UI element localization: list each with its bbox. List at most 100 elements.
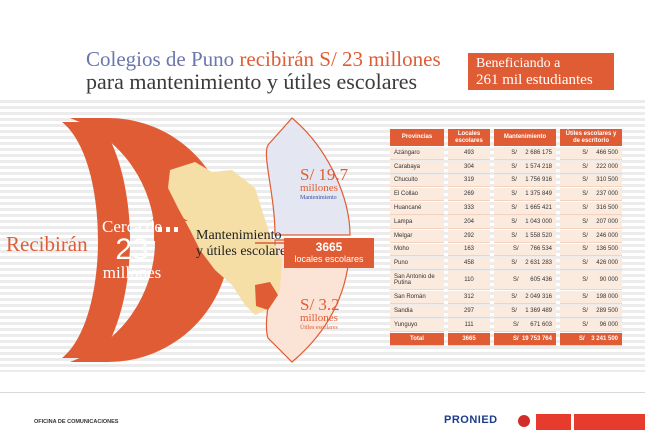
locales-label: locales escolares bbox=[294, 254, 364, 264]
locales-cell: 333 bbox=[448, 202, 490, 215]
beneficiando-box: Beneficiando a 261 mil estudiantes bbox=[468, 53, 614, 90]
utiles-cell: S/ 426 000 bbox=[560, 257, 622, 271]
utiles-cell: S/ 136 500 bbox=[560, 243, 622, 257]
province-cell: Moho bbox=[390, 243, 444, 257]
amount-23: 23 bbox=[115, 233, 149, 266]
header-mantenimiento: Mantenimiento bbox=[494, 129, 556, 146]
mant-cell: S/ 1 558 520 bbox=[494, 229, 556, 243]
mant-cell: S/ 1 043 000 bbox=[494, 215, 556, 229]
mant-cell: S/ 766 534 bbox=[494, 243, 556, 257]
utiles-cell: S/ 207 000 bbox=[560, 215, 622, 229]
beneficiando-line-1: Beneficiando a bbox=[476, 56, 561, 71]
province-cell: Puno bbox=[390, 257, 444, 271]
mant-cell: S/ 1 369 489 bbox=[494, 304, 556, 318]
mant-cell: S/ 2 049 316 bbox=[494, 291, 556, 304]
total-locales-cell: 3665 bbox=[448, 332, 490, 346]
footer-divider bbox=[0, 392, 645, 393]
title-line-2: para mantenimiento y útiles escolares bbox=[86, 69, 418, 94]
recibiran-label: Recibirán bbox=[6, 232, 88, 256]
millones-label: millones bbox=[102, 263, 162, 282]
orange-arc-fill bbox=[62, 122, 130, 358]
province-cell: San Román bbox=[390, 291, 444, 304]
utiles-cell: S/ 246 000 bbox=[560, 229, 622, 243]
province-cell: Yunguyo bbox=[390, 318, 444, 332]
locales-cell: 297 bbox=[448, 304, 490, 318]
locales-cell: 304 bbox=[448, 160, 490, 174]
utiles-cell: S/ 96 000 bbox=[560, 318, 622, 332]
province-cell: Lampa bbox=[390, 215, 444, 229]
mant-cell: S/ 2 686 175 bbox=[494, 147, 556, 160]
table-row: Sandia 297 S/ 1 369 489 S/ 289 500 bbox=[390, 304, 622, 318]
table-row: Chucuito 319 S/ 1 756 916 S/ 310 500 bbox=[390, 174, 622, 188]
utiles-cell: S/ 289 500 bbox=[560, 304, 622, 318]
utiles-amount: S/ 3.2 millones Útiles escolares bbox=[300, 295, 340, 331]
mant-cell: S/ 1 574 218 bbox=[494, 160, 556, 174]
cerca-de-label: Cerca de bbox=[102, 217, 162, 236]
mant-cell: S/ 605 436 bbox=[494, 271, 556, 291]
province-cell: Sandia bbox=[390, 304, 444, 318]
locales-cell: 292 bbox=[448, 229, 490, 243]
mant-cell: S/ 1 665 421 bbox=[494, 202, 556, 215]
locales-cell: 312 bbox=[448, 291, 490, 304]
province-cell: Melgar bbox=[390, 229, 444, 243]
header-utiles: Útiles escolares y de escritorio bbox=[560, 129, 622, 146]
provinces-table: Provincias Locales escolares Mantenimien… bbox=[386, 128, 626, 347]
table-row: Carabaya 304 S/ 1 574 218 S/ 222 000 bbox=[390, 160, 622, 174]
locales-cell: 458 bbox=[448, 257, 490, 271]
table-row: Azángaro 493 S/ 2 686 175 S/ 466 500 bbox=[390, 147, 622, 160]
mantenimiento-amount: S/ 19.7 millones Mantenimiento bbox=[300, 165, 349, 201]
table-row: El Collao 269 S/ 1 375 849 S/ 237 000 bbox=[390, 188, 622, 202]
locales-box: 3665 locales escolares bbox=[284, 238, 374, 268]
utiles-cell: S/ 90 000 bbox=[560, 271, 622, 291]
utiles-cell: S/ 237 000 bbox=[560, 188, 622, 202]
oficina-label: OFICINA DE COMUNICACIONES bbox=[34, 419, 119, 425]
utiles-cell: S/ 198 000 bbox=[560, 291, 622, 304]
peru-map bbox=[168, 162, 282, 315]
mantenimiento-label: Mantenimiento y útiles escolares bbox=[196, 228, 292, 259]
table-row: Huancané 333 S/ 1 665 421 S/ 316 500 bbox=[390, 202, 622, 215]
title-accent: recibirán S/ 23 millones bbox=[239, 47, 441, 71]
total-label-cell: Total bbox=[390, 332, 444, 346]
province-cell: Huancané bbox=[390, 202, 444, 215]
school-icon bbox=[150, 204, 188, 241]
pronied-logo: PRONIED bbox=[444, 414, 498, 426]
header-locales: Locales escolares bbox=[448, 129, 490, 146]
locales-cell: 319 bbox=[448, 174, 490, 188]
table-row: San Román 312 S/ 2 049 316 S/ 198 000 bbox=[390, 291, 622, 304]
locales-count: 3665 bbox=[315, 240, 343, 254]
province-cell: San Antonio de Putina bbox=[390, 271, 444, 291]
table-row: Moho 163 S/ 766 534 S/ 136 500 bbox=[390, 243, 622, 257]
province-cell: El Collao bbox=[390, 188, 444, 202]
table-row: Melgar 292 S/ 1 558 520 S/ 246 000 bbox=[390, 229, 622, 243]
province-cell: Azángaro bbox=[390, 147, 444, 160]
table-row: Puno 458 S/ 2 631 283 S/ 426 000 bbox=[390, 257, 622, 271]
utiles-cell: S/ 222 000 bbox=[560, 160, 622, 174]
mantenimiento-arc bbox=[265, 117, 351, 236]
table-row: Yunguyo 111 S/ 671 603 S/ 96 000 bbox=[390, 318, 622, 332]
locales-cell: 110 bbox=[448, 271, 490, 291]
utiles-cell: S/ 466 500 bbox=[560, 147, 622, 160]
locales-cell: 163 bbox=[448, 243, 490, 257]
table-row: San Antonio de Putina 110 S/ 605 436 S/ 90 … bbox=[390, 271, 622, 291]
mant-cell: S/ 1 756 916 bbox=[494, 174, 556, 188]
table-row: Lampa 204 S/ 1 043 000 S/ 207 000 bbox=[390, 215, 622, 229]
mant-cell: S/ 671 603 bbox=[494, 318, 556, 332]
locales-cell: 493 bbox=[448, 147, 490, 160]
locales-cell: 204 bbox=[448, 215, 490, 229]
mant-cell: S/ 2 631 283 bbox=[494, 257, 556, 271]
table-total-row: Total 3665 S/ 19 753 764 S/ 3 241 500 bbox=[390, 332, 622, 346]
title-line-1: Colegios de Puno recibirán S/ 23 millone… bbox=[86, 47, 441, 71]
total-utiles-cell: S/ 3 241 500 bbox=[560, 332, 622, 346]
total-mant-cell: S/ 19 753 764 bbox=[494, 332, 556, 346]
beneficiando-line-2: 261 mil estudiantes bbox=[476, 72, 593, 88]
utiles-cell: S/ 316 500 bbox=[560, 202, 622, 215]
ministry-logo bbox=[518, 414, 645, 430]
mant-cell: S/ 1 375 849 bbox=[494, 188, 556, 202]
province-cell: Chucuito bbox=[390, 174, 444, 188]
locales-cell: 269 bbox=[448, 188, 490, 202]
cerca-de-block: Cerca de 23 millones bbox=[82, 218, 182, 282]
arcs-graphic bbox=[62, 117, 351, 363]
locales-cell: 111 bbox=[448, 318, 490, 332]
table-header-row: Provincias Locales escolares Mantenimien… bbox=[390, 129, 622, 146]
puno-region bbox=[255, 282, 278, 310]
